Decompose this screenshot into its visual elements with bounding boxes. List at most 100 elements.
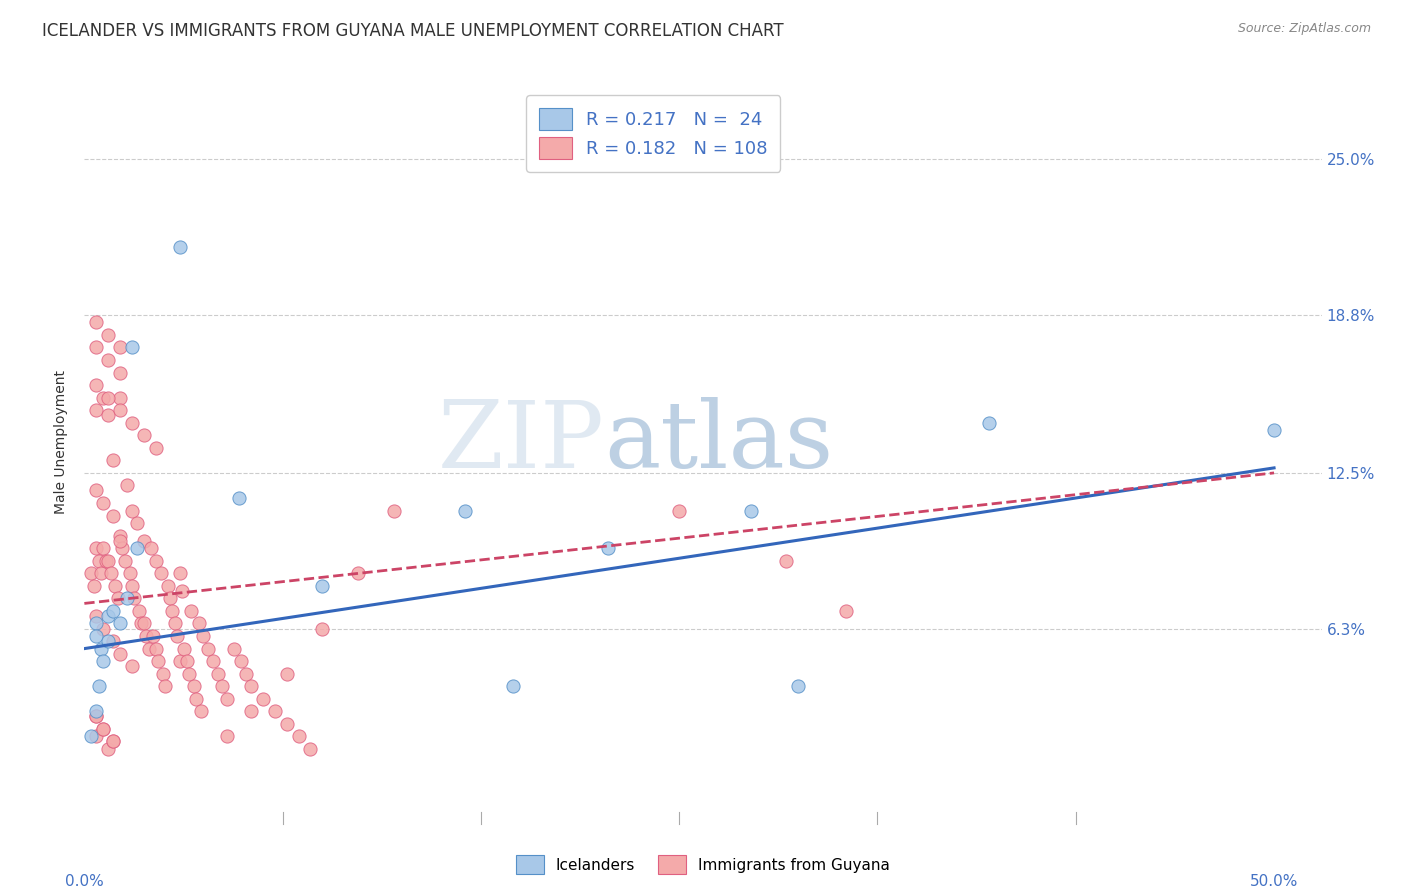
Point (145, 554, 167, 568)
Point (177, 666, 200, 681)
Point (94, 554, 117, 568)
Point (118, 566, 141, 581)
Point (115, 591, 138, 606)
Point (84, 704, 107, 718)
Point (835, 604, 858, 618)
Point (239, 679, 262, 693)
Point (132, 533, 155, 548)
Point (252, 691, 274, 706)
Text: 50.0%: 50.0% (1250, 874, 1298, 889)
Point (84, 730, 107, 744)
Point (121, 579, 143, 593)
Point (80, 566, 103, 581)
Point (190, 704, 212, 718)
Point (454, 503, 477, 517)
Point (97, 634, 120, 648)
Point (101, 734, 124, 748)
Point (101, 604, 124, 618)
Point (311, 622, 333, 636)
Legend: R = 0.217   N =  24, R = 0.182   N = 108: R = 0.217 N = 24, R = 0.182 N = 108 (526, 95, 780, 172)
Point (193, 629, 215, 643)
Point (90, 566, 112, 581)
Point (186, 691, 208, 706)
Point (121, 340, 143, 354)
Point (100, 566, 122, 581)
Point (84, 609, 107, 624)
Point (87, 554, 110, 568)
Point (596, 541, 619, 556)
Point (108, 391, 131, 405)
Point (276, 666, 298, 681)
Point (169, 566, 191, 581)
Point (263, 704, 285, 718)
Point (93, 391, 115, 405)
Point (740, 503, 762, 517)
Text: ZIP: ZIP (437, 397, 605, 486)
Point (93, 541, 115, 556)
Point (187, 616, 209, 631)
Point (159, 591, 181, 606)
Point (382, 503, 405, 517)
Point (97, 554, 120, 568)
Point (145, 641, 167, 656)
Point (97, 408, 120, 422)
Point (287, 730, 309, 744)
Point (84, 616, 107, 631)
Point (108, 366, 131, 380)
Point (108, 616, 131, 631)
Point (347, 566, 370, 581)
Point (217, 730, 239, 744)
Point (125, 516, 148, 530)
Point (169, 654, 191, 668)
Point (84, 709, 107, 723)
Point (138, 641, 160, 656)
Point (121, 416, 143, 430)
Point (128, 604, 150, 618)
Point (787, 679, 810, 693)
Point (124, 591, 146, 606)
Point (97, 391, 120, 405)
Point (217, 691, 239, 706)
Point (121, 503, 143, 517)
Point (132, 428, 155, 442)
Point (97, 609, 120, 624)
Point (169, 240, 191, 254)
Point (132, 616, 155, 631)
Point (162, 604, 184, 618)
Point (155, 679, 177, 693)
Point (149, 566, 172, 581)
Point (93, 496, 115, 510)
Point (108, 529, 131, 543)
Point (156, 579, 179, 593)
Legend: Icelanders, Immigrants from Guyana: Icelanders, Immigrants from Guyana (510, 849, 896, 880)
Point (93, 622, 115, 636)
Y-axis label: Male Unemployment: Male Unemployment (55, 369, 69, 514)
Point (775, 554, 797, 568)
Point (145, 441, 167, 455)
Point (87, 679, 110, 693)
Point (84, 315, 107, 329)
Point (84, 541, 107, 556)
Point (101, 634, 124, 648)
Point (84, 340, 107, 354)
Point (93, 654, 115, 668)
Text: ICELANDER VS IMMIGRANTS FROM GUYANA MALE UNEMPLOYMENT CORRELATION CHART: ICELANDER VS IMMIGRANTS FROM GUYANA MALE… (42, 22, 783, 40)
Point (125, 541, 148, 556)
Point (163, 616, 186, 631)
Point (107, 591, 129, 606)
Point (80, 730, 103, 744)
Point (97, 742, 120, 756)
Point (84, 378, 107, 392)
Point (84, 629, 107, 643)
Point (97, 353, 120, 368)
Point (84, 483, 107, 498)
Point (101, 508, 124, 523)
Point (93, 722, 115, 736)
Point (121, 659, 143, 673)
Point (111, 541, 134, 556)
Point (1263, 423, 1285, 437)
Point (114, 554, 136, 568)
Point (668, 503, 690, 517)
Point (152, 666, 174, 681)
Point (239, 704, 262, 718)
